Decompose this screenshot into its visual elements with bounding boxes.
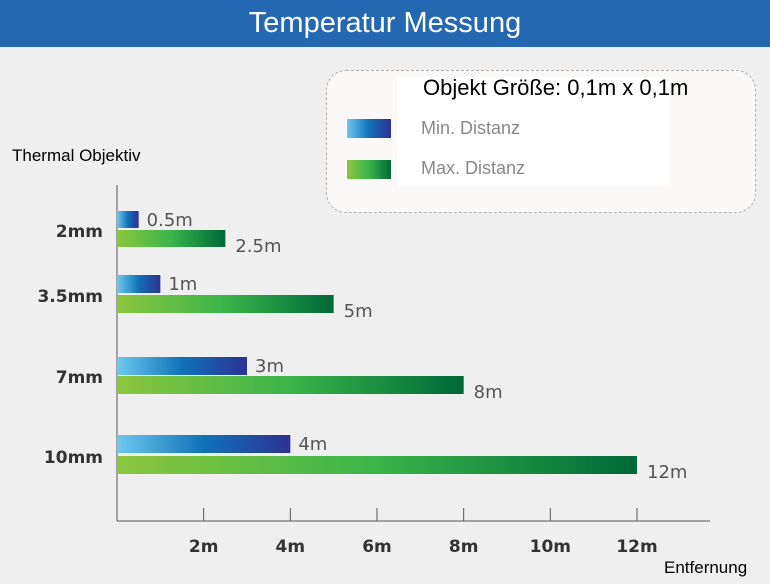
data-label: 4m bbox=[298, 434, 327, 455]
bar-min-distance bbox=[117, 435, 291, 453]
x-tick-label: 8m bbox=[449, 537, 479, 557]
data-label: 1m bbox=[168, 274, 197, 295]
data-label: 2.5m bbox=[235, 236, 281, 257]
legend: Objekt Größe: 0,1m x 0,1m Min. Distanz M… bbox=[326, 70, 756, 213]
legend-label-max: Max. Distanz bbox=[421, 158, 526, 178]
bar-max-distance bbox=[117, 376, 464, 394]
data-label: 5m bbox=[344, 301, 373, 322]
category-label: 10mm bbox=[44, 448, 103, 468]
bar-min-distance bbox=[117, 211, 139, 228]
x-tick-label: 12m bbox=[616, 537, 657, 557]
x-tick-label: 2m bbox=[189, 537, 219, 557]
legend-swatch-min bbox=[347, 119, 391, 138]
bar-max-distance bbox=[117, 456, 637, 474]
category-label: 2mm bbox=[56, 222, 103, 242]
bar-max-distance bbox=[117, 295, 334, 313]
bar-min-distance bbox=[117, 357, 247, 375]
category-label: 7mm bbox=[56, 368, 103, 388]
data-label: 12m bbox=[647, 462, 687, 483]
legend-label-min: Min. Distanz bbox=[421, 118, 521, 138]
chart-title: Temperatur Messung bbox=[0, 0, 770, 47]
bar-max-distance bbox=[117, 230, 226, 247]
category-label: 3.5mm bbox=[37, 287, 103, 307]
data-label: 0.5m bbox=[147, 210, 193, 231]
x-axis-label: Entfernung bbox=[664, 558, 748, 577]
bar-min-distance bbox=[117, 275, 161, 293]
legend-title: Objekt Größe: 0,1m x 0,1m bbox=[423, 75, 689, 100]
data-label: 3m bbox=[255, 356, 284, 377]
x-tick-label: 10m bbox=[530, 537, 571, 557]
legend-panel bbox=[397, 77, 669, 186]
y-axis-label: Thermal Objektiv bbox=[12, 146, 141, 165]
legend-swatch-max bbox=[347, 160, 391, 179]
data-label: 8m bbox=[474, 382, 503, 403]
x-tick-label: 6m bbox=[362, 537, 392, 557]
x-tick-label: 4m bbox=[276, 537, 306, 557]
